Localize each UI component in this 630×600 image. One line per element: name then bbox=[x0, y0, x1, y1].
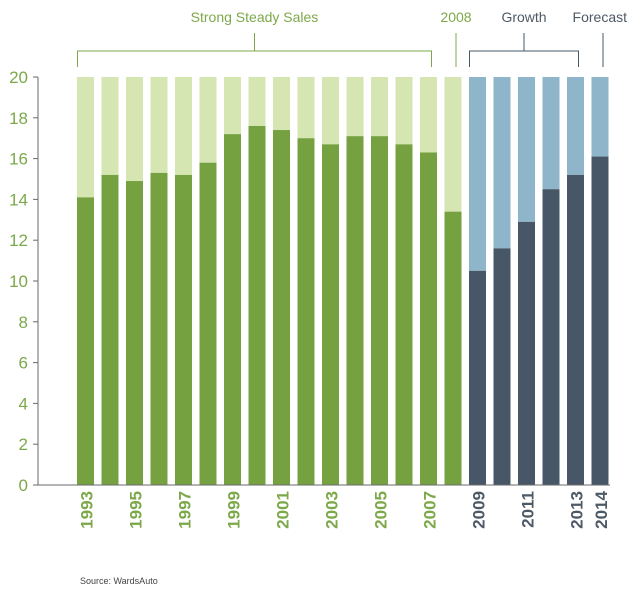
y-tick-label: 18 bbox=[9, 109, 28, 128]
bar-value-1994 bbox=[101, 174, 119, 486]
x-tick-label-2003: 2003 bbox=[323, 491, 342, 529]
x-tick-label-2001: 2001 bbox=[274, 491, 293, 529]
x-tick-label-2007: 2007 bbox=[421, 491, 440, 529]
y-tick-label: 8 bbox=[19, 313, 28, 332]
bar-background-2002 bbox=[297, 77, 315, 139]
x-tick-label-2011: 2011 bbox=[519, 491, 538, 528]
bar-background-1997 bbox=[175, 77, 192, 175]
y-axis: 0 2 4 6 8 10 12 14 16 18 20 bbox=[9, 68, 39, 495]
bar-background-2007 bbox=[420, 77, 437, 153]
bar-value-2004 bbox=[346, 136, 364, 485]
x-axis: 1993 1995 1997 1999 2001 2003 2005 2007 2009 2011… bbox=[38, 484, 611, 529]
y-tick-label: 20 bbox=[9, 68, 28, 87]
x-tick-label-1993: 1993 bbox=[78, 491, 97, 529]
bar-value-1995 bbox=[126, 181, 143, 486]
group-strong-steady-sales-label: Strong Steady Sales bbox=[191, 9, 319, 25]
group-2008-label: 2008 bbox=[440, 9, 471, 25]
bar-value-1993 bbox=[77, 197, 94, 486]
bar-background-1998 bbox=[199, 77, 217, 163]
x-tick-label-2009: 2009 bbox=[470, 491, 489, 529]
bar-value-2009 bbox=[469, 270, 486, 485]
bar-background-2011 bbox=[518, 77, 535, 222]
bar-value-1999 bbox=[224, 134, 241, 485]
group-growth-label: Growth bbox=[501, 9, 546, 25]
y-tick-label: 12 bbox=[9, 231, 28, 250]
y-tick-label: 4 bbox=[19, 394, 28, 413]
bar-value-2002 bbox=[297, 138, 315, 485]
bar-background-2010 bbox=[493, 77, 511, 249]
y-tick-label: 10 bbox=[9, 272, 28, 291]
bar-background-2003 bbox=[322, 77, 339, 145]
bar-value-1996 bbox=[150, 172, 168, 485]
bar-background-2005 bbox=[371, 77, 388, 137]
bar-value-2010 bbox=[493, 248, 511, 485]
bar-background-2004 bbox=[346, 77, 364, 137]
x-tick-label-2013: 2013 bbox=[568, 491, 587, 529]
x-tick-label-1995: 1995 bbox=[127, 491, 146, 529]
bar-value-2007 bbox=[420, 152, 437, 486]
bar-background-2008 bbox=[444, 77, 462, 212]
x-tick-label-2014: 2014 bbox=[592, 490, 611, 528]
bar-value-2006 bbox=[395, 144, 413, 485]
bar-background-2009 bbox=[469, 77, 486, 271]
bar-background-1996 bbox=[150, 77, 168, 173]
bar-value-2014 bbox=[591, 156, 609, 485]
x-tick-label-1999: 1999 bbox=[225, 491, 244, 529]
group-strong-steady-sales-bracket bbox=[77, 50, 432, 67]
bar-value-1998 bbox=[199, 162, 217, 485]
bars bbox=[77, 77, 609, 486]
y-tick-label: 0 bbox=[19, 476, 28, 495]
bar-value-1997 bbox=[175, 174, 192, 486]
bar-value-2001 bbox=[273, 130, 290, 486]
bar-value-2011 bbox=[518, 221, 535, 485]
y-tick-label: 6 bbox=[19, 354, 28, 373]
bar-background-2014 bbox=[591, 77, 609, 157]
bar-background-1993 bbox=[77, 77, 94, 198]
bar-background-1995 bbox=[126, 77, 143, 182]
bar-background-2013 bbox=[567, 77, 584, 175]
y-tick-label: 14 bbox=[9, 190, 28, 209]
bar-background-2012 bbox=[542, 77, 560, 190]
x-tick-label-2005: 2005 bbox=[372, 491, 391, 529]
group-growth-bracket bbox=[469, 50, 579, 67]
bar-background-2006 bbox=[395, 77, 413, 145]
bar-value-2005 bbox=[371, 136, 388, 485]
period-brackets: Strong Steady Sales 2008 Growth Forecast bbox=[77, 9, 628, 67]
bar-value-2012 bbox=[542, 189, 560, 485]
bar-background-2001 bbox=[273, 77, 290, 131]
x-tick-label-1997: 1997 bbox=[176, 491, 195, 529]
bar-value-2003 bbox=[322, 144, 339, 485]
y-tick-label: 2 bbox=[19, 435, 28, 454]
source-note: Source: WardsAuto bbox=[80, 576, 158, 586]
bar-background-1999 bbox=[224, 77, 241, 135]
bar-value-2008 bbox=[444, 211, 462, 485]
bar-value-2000 bbox=[248, 125, 266, 486]
y-tick-label: 16 bbox=[9, 150, 28, 169]
bar-background-2000 bbox=[248, 77, 266, 126]
group-forecast-label: Forecast bbox=[573, 9, 628, 25]
bar-background-1994 bbox=[101, 77, 119, 175]
bar-value-2013 bbox=[567, 174, 584, 486]
